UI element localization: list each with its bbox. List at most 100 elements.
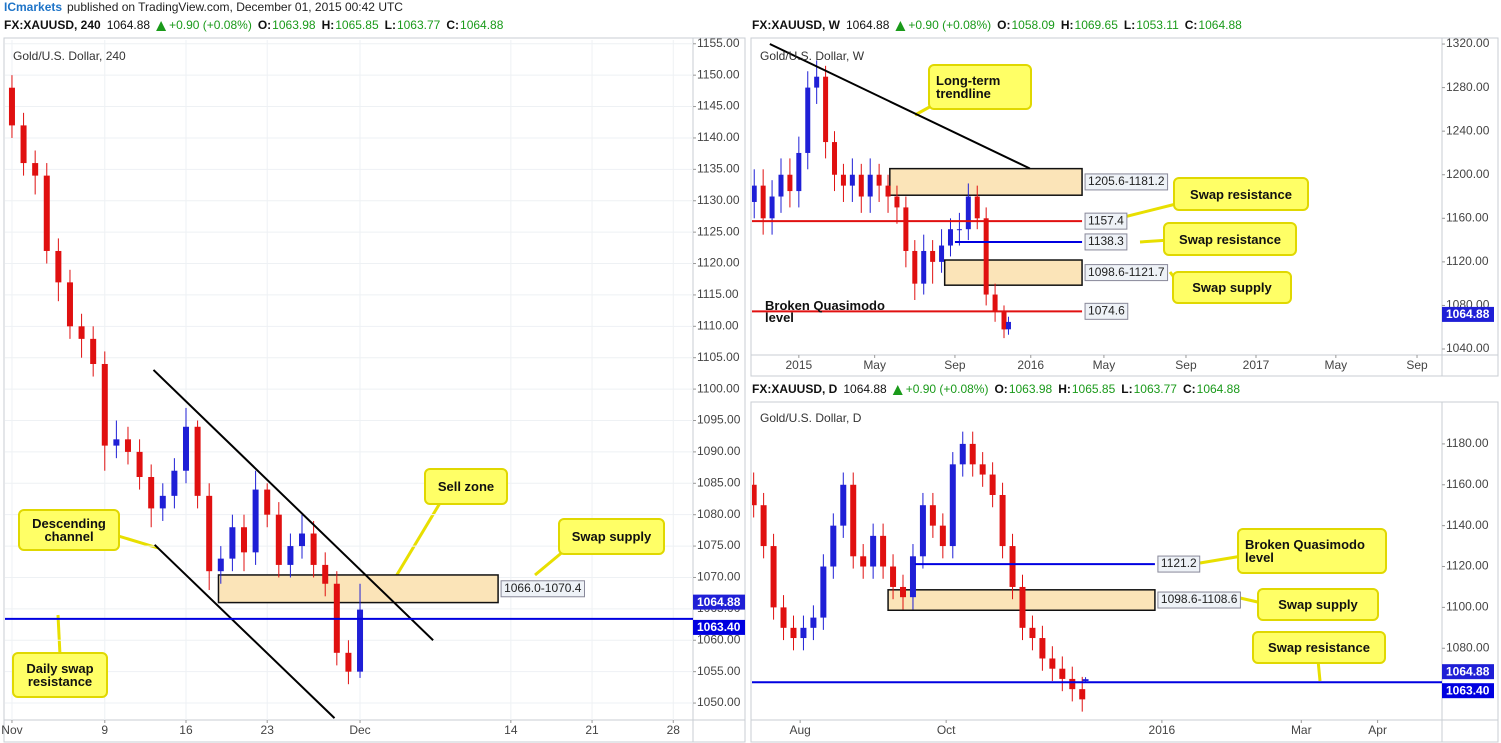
candle-body <box>752 185 757 202</box>
level-label: 1157.4 <box>1088 213 1124 227</box>
header-text: 1065.85 <box>335 18 379 32</box>
x-tick-label: Apr <box>1368 723 1387 737</box>
header-text: 1064.88 <box>460 18 504 32</box>
candle-body <box>979 464 986 475</box>
axis-label-box <box>693 619 745 635</box>
last-price-box <box>693 594 745 610</box>
callout: Swap resistance <box>1163 222 1297 256</box>
x-tick-label: May <box>1093 358 1116 372</box>
level-label-box <box>1084 302 1129 320</box>
header-text: 1063.98 <box>272 18 316 32</box>
candle-body <box>800 627 807 639</box>
candle-body <box>760 505 767 547</box>
published: published on TradingView.com, December 0… <box>67 0 403 14</box>
chart-title: Gold/U.S. Dollar, D <box>760 411 862 425</box>
candle-body <box>264 489 271 515</box>
header-text: 1063.77 <box>397 18 441 32</box>
candle-body <box>992 294 998 311</box>
y-tick-label: 1075.00 <box>697 538 741 552</box>
y-tick-label: 1055.00 <box>697 664 741 678</box>
zone <box>889 167 1083 196</box>
y-tick-label: 1280.00 <box>1446 80 1490 94</box>
y-tick-label: 1060.00 <box>697 632 741 646</box>
candle-body <box>939 525 946 547</box>
candle-body <box>113 439 120 446</box>
candle-body <box>299 533 306 547</box>
y-tick-label: 1155.00 <box>697 36 740 50</box>
x-tick-label: 2016 <box>1017 358 1044 372</box>
y-tick-label: 1120.00 <box>1446 559 1489 573</box>
level-label: 1138.3 <box>1088 234 1124 248</box>
trendline <box>153 544 336 719</box>
y-tick-label: 1105.00 <box>697 350 740 364</box>
y-tick-label: 1145.00 <box>697 99 740 113</box>
candle-body <box>974 196 980 219</box>
x-tick-label: 2017 <box>1243 358 1270 372</box>
candle-body <box>858 174 864 197</box>
candle-body <box>885 185 891 197</box>
header-text: 1064.88 <box>107 18 151 32</box>
candle-body <box>894 196 900 208</box>
x-tick-label: Nov <box>1 723 22 737</box>
candle-body <box>900 586 907 598</box>
y-tick-label: 1160.00 <box>1446 477 1489 491</box>
candle-body <box>805 87 811 153</box>
header-text: 1064.88 <box>843 382 887 396</box>
pointer <box>56 614 62 656</box>
trendline <box>769 43 1031 170</box>
level-label-box <box>1157 555 1201 573</box>
x-tick-label: May <box>1325 358 1348 372</box>
header-text: C: <box>446 18 459 32</box>
candle-body <box>769 196 775 219</box>
candle-body <box>78 326 85 339</box>
candle-body <box>1019 586 1026 628</box>
header-text: 1064.88 <box>846 18 890 32</box>
y-tick-label: 1085.00 <box>697 475 741 489</box>
candle-body <box>840 484 847 526</box>
zone <box>217 574 499 604</box>
candle-body <box>322 564 329 584</box>
y-tick-label: 1180.00 <box>1446 436 1489 450</box>
y-tick-label: 1070.00 <box>697 570 741 584</box>
y-tick-label: 1135.00 <box>697 162 740 176</box>
candle-body <box>770 546 777 608</box>
zone-label-box <box>500 580 585 598</box>
candle-body <box>965 196 971 230</box>
y-tick-label: 1100.00 <box>1446 600 1489 614</box>
candle-body <box>956 229 962 231</box>
header-text: FX:XAUUSD, W <box>752 18 841 32</box>
y-tick-label: 1140.00 <box>1446 518 1489 532</box>
candle-body <box>959 443 966 465</box>
header-text: 1064.88 <box>1197 382 1241 396</box>
plot-area <box>752 431 1442 712</box>
axis-label: 1063.40 <box>697 620 741 634</box>
level-label-box <box>1084 212 1128 230</box>
level-label-box <box>1084 233 1128 251</box>
candle-body <box>1079 689 1086 700</box>
panel-frame <box>3 37 746 743</box>
y-tick-label: 1150.00 <box>697 67 740 81</box>
candle-body <box>171 470 178 496</box>
candle-body <box>194 426 201 496</box>
header-text: FX:XAUUSD, D <box>752 382 838 396</box>
change-arrow <box>892 385 903 395</box>
x-tick-label: Sep <box>1406 358 1428 372</box>
candle-body <box>880 535 887 567</box>
candle-body <box>1049 658 1056 669</box>
change-arrow <box>156 21 167 31</box>
candle-body <box>860 556 867 567</box>
candle-body <box>55 250 62 283</box>
y-tick-label: 1320.00 <box>1446 36 1490 50</box>
candle-body <box>921 250 927 284</box>
candle-body <box>252 489 259 553</box>
candle-body <box>287 546 294 565</box>
y-tick-label: 1240.00 <box>1446 123 1490 137</box>
y-tick-label: 1125.00 <box>697 224 740 238</box>
chart-title: Gold/U.S. Dollar, W <box>760 49 865 63</box>
candle-body <box>310 533 317 565</box>
candle-body <box>909 556 916 598</box>
candle-body <box>947 229 953 246</box>
header-text: H: <box>1058 382 1071 396</box>
y-tick-label: 1080.00 <box>697 507 741 521</box>
y-tick-label: 1100.00 <box>697 381 740 395</box>
